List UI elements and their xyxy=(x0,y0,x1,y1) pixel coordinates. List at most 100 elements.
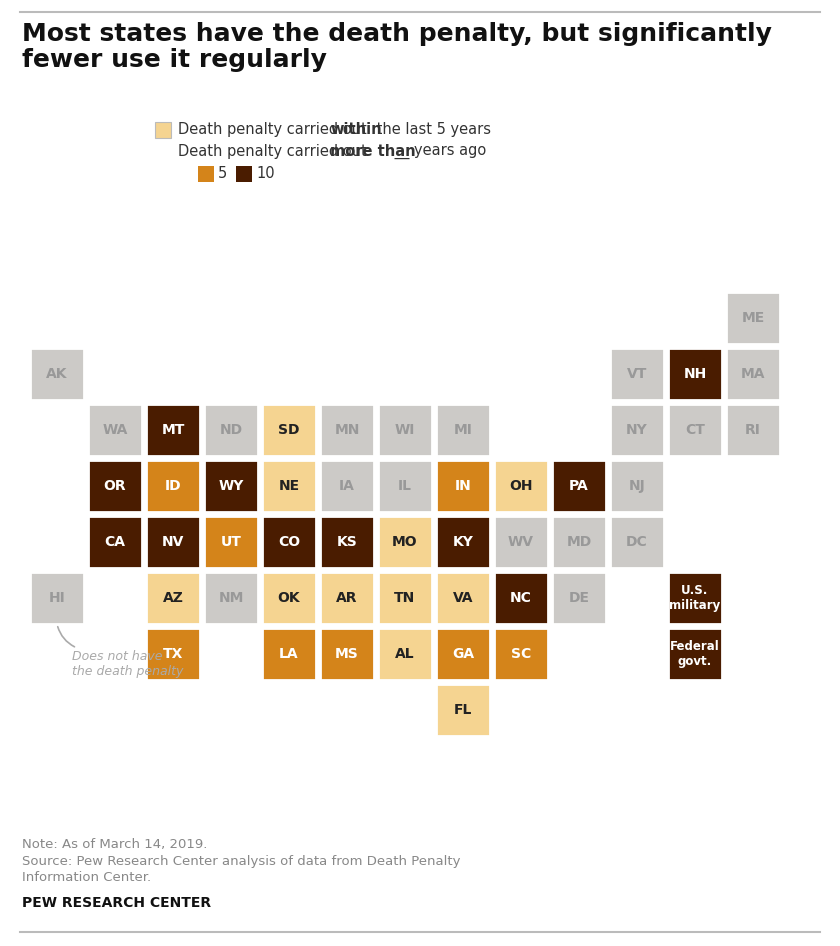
Text: Death penalty carried out: Death penalty carried out xyxy=(178,122,371,137)
Bar xyxy=(204,404,258,456)
Text: ME: ME xyxy=(742,311,764,325)
Bar xyxy=(726,292,780,344)
Bar xyxy=(146,404,200,456)
Text: PA: PA xyxy=(570,479,589,493)
Text: NE: NE xyxy=(278,479,300,493)
Bar xyxy=(378,516,432,568)
Text: WI: WI xyxy=(395,423,415,437)
Text: VT: VT xyxy=(627,367,647,381)
Text: NJ: NJ xyxy=(628,479,645,493)
Bar xyxy=(204,460,258,512)
Bar xyxy=(320,628,374,680)
Text: HI: HI xyxy=(49,591,66,605)
Bar xyxy=(668,348,722,400)
Bar xyxy=(494,572,548,624)
Text: GA: GA xyxy=(452,647,474,661)
Bar xyxy=(262,628,316,680)
Text: NM: NM xyxy=(218,591,244,605)
Bar xyxy=(436,684,490,736)
Bar xyxy=(726,348,780,400)
Bar xyxy=(494,628,548,680)
Text: MT: MT xyxy=(161,423,185,437)
Text: ND: ND xyxy=(219,423,243,437)
Text: WY: WY xyxy=(218,479,244,493)
Bar xyxy=(378,572,432,624)
Text: WA: WA xyxy=(102,423,128,437)
Bar xyxy=(236,166,252,182)
Bar xyxy=(610,404,664,456)
Text: PEW RESEARCH CENTER: PEW RESEARCH CENTER xyxy=(22,896,211,910)
Bar xyxy=(204,516,258,568)
Bar xyxy=(146,516,200,568)
Text: Does not have
the death penalty: Does not have the death penalty xyxy=(72,650,183,678)
Text: AL: AL xyxy=(395,647,415,661)
Text: MO: MO xyxy=(392,535,417,549)
Bar xyxy=(494,460,548,512)
Bar xyxy=(262,516,316,568)
Text: LA: LA xyxy=(279,647,299,661)
Bar xyxy=(320,460,374,512)
Text: TX: TX xyxy=(163,647,183,661)
Bar xyxy=(88,404,142,456)
Text: 5: 5 xyxy=(218,166,228,182)
Text: CA: CA xyxy=(104,535,125,549)
Bar xyxy=(88,460,142,512)
Text: IA: IA xyxy=(339,479,355,493)
Text: CO: CO xyxy=(278,535,300,549)
Bar xyxy=(262,460,316,512)
Bar xyxy=(146,572,200,624)
Text: MN: MN xyxy=(334,423,360,437)
Text: the last 5 years: the last 5 years xyxy=(372,122,491,137)
Text: DE: DE xyxy=(569,591,590,605)
Bar xyxy=(436,404,490,456)
Text: more than: more than xyxy=(330,145,416,160)
Bar xyxy=(320,572,374,624)
Text: DC: DC xyxy=(626,535,648,549)
Text: RI: RI xyxy=(745,423,761,437)
Text: Federal
govt.: Federal govt. xyxy=(670,640,720,668)
Bar xyxy=(610,348,664,400)
Bar xyxy=(552,516,606,568)
Text: fewer use it regularly: fewer use it regularly xyxy=(22,48,327,72)
Text: AZ: AZ xyxy=(163,591,183,605)
Text: AK: AK xyxy=(46,367,68,381)
Bar xyxy=(30,572,84,624)
Text: Death penalty carried out: Death penalty carried out xyxy=(178,145,371,160)
Bar xyxy=(436,460,490,512)
Text: OR: OR xyxy=(103,479,126,493)
Bar xyxy=(30,348,84,400)
Bar xyxy=(436,572,490,624)
Text: NV: NV xyxy=(162,535,184,549)
Text: __ years ago: __ years ago xyxy=(390,145,486,160)
Bar xyxy=(378,404,432,456)
Text: WV: WV xyxy=(508,535,534,549)
Text: MA: MA xyxy=(741,367,765,381)
Text: FL: FL xyxy=(454,703,472,717)
Text: Note: As of March 14, 2019.: Note: As of March 14, 2019. xyxy=(22,838,207,851)
Bar xyxy=(262,572,316,624)
Text: VA: VA xyxy=(453,591,473,605)
Bar xyxy=(494,516,548,568)
Bar xyxy=(146,460,200,512)
Bar xyxy=(436,628,490,680)
Text: Information Center.: Information Center. xyxy=(22,871,151,884)
Bar xyxy=(88,516,142,568)
Bar xyxy=(668,404,722,456)
Text: TN: TN xyxy=(394,591,416,605)
Bar xyxy=(204,572,258,624)
Text: KY: KY xyxy=(453,535,474,549)
Bar xyxy=(726,404,780,456)
Bar xyxy=(436,516,490,568)
Text: SD: SD xyxy=(278,423,300,437)
Bar xyxy=(378,628,432,680)
Text: SC: SC xyxy=(511,647,531,661)
Bar xyxy=(668,628,722,680)
Text: within: within xyxy=(330,122,381,137)
Bar xyxy=(155,122,171,138)
Text: 10: 10 xyxy=(256,166,275,182)
Text: IL: IL xyxy=(398,479,412,493)
Text: Source: Pew Research Center analysis of data from Death Penalty: Source: Pew Research Center analysis of … xyxy=(22,855,460,868)
Bar xyxy=(378,460,432,512)
Text: NC: NC xyxy=(510,591,532,605)
Text: OK: OK xyxy=(278,591,301,605)
